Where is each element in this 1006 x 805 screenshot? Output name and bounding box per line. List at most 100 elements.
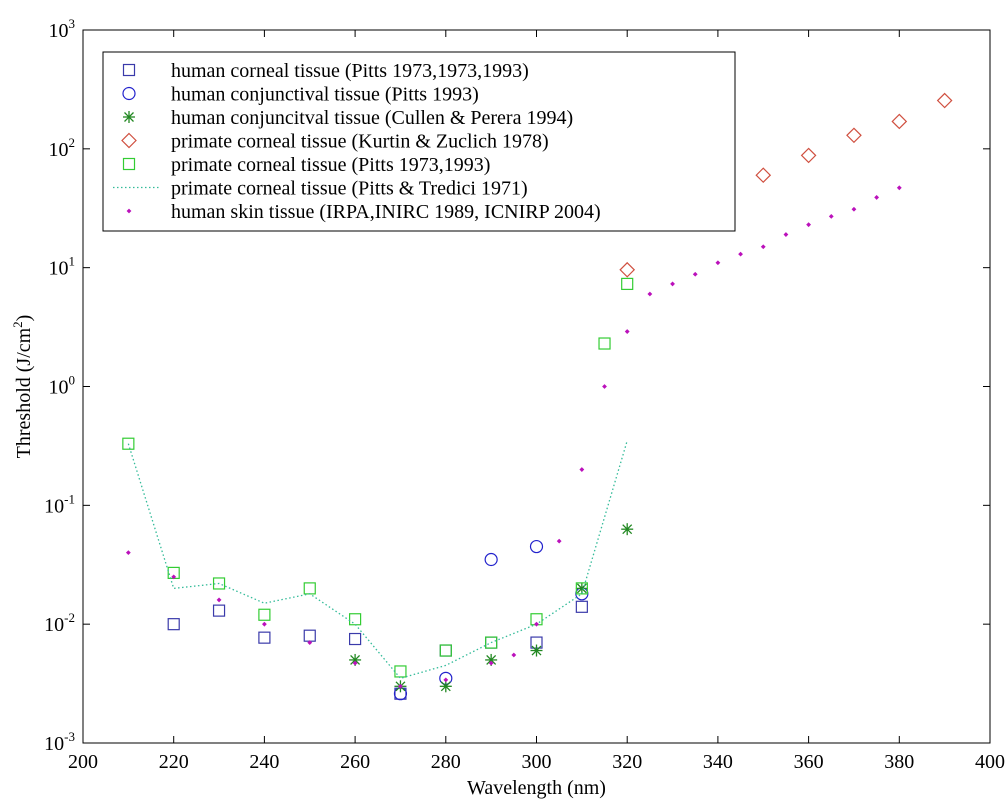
y-tick-label: 10-2 (44, 610, 75, 636)
data-point-square (598, 337, 611, 350)
data-point-square (485, 636, 498, 649)
y-tick-label: 10-1 (44, 491, 75, 517)
data-point-square (575, 582, 588, 595)
series-2 (393, 539, 589, 701)
data-point-circle (484, 552, 498, 567)
x-tick-label: 320 (612, 751, 642, 773)
data-point-square (167, 618, 180, 631)
data-point-asterisk (123, 111, 135, 123)
data-point-diamond (121, 132, 137, 149)
series-7 (125, 185, 902, 689)
data-point-square (122, 437, 135, 450)
data-point-diamond (936, 92, 953, 109)
data-point-square (258, 631, 271, 644)
data-point-dot (125, 550, 131, 556)
data-point-diamond (800, 147, 817, 164)
legend-label: human skin tissue (IRPA,INIRC 1989, ICNI… (171, 201, 601, 223)
data-point-square (575, 600, 588, 613)
legend-entry: primate corneal tissue (Pitts 1973,1993) (122, 154, 490, 176)
data-point-square (349, 613, 362, 626)
series-1 (167, 600, 588, 700)
data-point-square (303, 582, 316, 595)
data-point-dot (828, 214, 834, 219)
data-point-circle (122, 86, 136, 101)
data-point-dot (534, 621, 539, 627)
data-point-dot (896, 185, 902, 191)
data-point-dot (216, 597, 222, 603)
data-point-square (439, 644, 452, 657)
data-point-dot (692, 271, 698, 277)
data-point-circle (529, 539, 544, 554)
data-point-dot (647, 291, 653, 297)
data-point-dot (783, 232, 789, 237)
data-point-dot (624, 329, 630, 334)
legend-label: primate corneal tissue (Pitts 1973,1993) (171, 154, 490, 176)
data-point-diamond (755, 167, 772, 184)
legend-entry: human conjuncitval tissue (Cullen & Pere… (123, 107, 573, 129)
series-6 (127, 440, 628, 680)
legend-label: human conjunctival tissue (Pitts 1993) (171, 84, 479, 106)
data-point-square (258, 608, 271, 621)
data-point-asterisk (530, 644, 543, 657)
data-point-dot (670, 281, 675, 287)
y-axis-label-close: ) (13, 315, 35, 322)
data-point-square (122, 63, 136, 77)
legend-label: primate corneal tissue (Pitts & Tredici … (171, 178, 528, 200)
x-tick-label: 280 (431, 751, 461, 773)
x-tick-label: 400 (975, 751, 1005, 773)
data-point-diamond (619, 261, 636, 278)
data-point-square (303, 629, 316, 642)
y-tick-label: 100 (49, 373, 76, 399)
legend-entry: human conjunctival tissue (Pitts 1993) (122, 84, 479, 106)
data-point-dot (511, 652, 517, 658)
legend-box (102, 51, 736, 232)
data-point-dot (874, 195, 880, 200)
y-tick-label: 101 (49, 254, 76, 280)
series-4 (619, 92, 953, 278)
x-tick-label: 340 (703, 751, 733, 773)
x-tick-label: 360 (794, 751, 824, 773)
y-axis-label: Threshold (J/cm2) (10, 315, 35, 459)
x-tick-label: 220 (159, 751, 189, 773)
y-tick-label: 10-3 (44, 729, 75, 755)
x-tick-label: 200 (68, 751, 98, 773)
series-line (127, 440, 628, 680)
legend-label: human conjuncitval tissue (Cullen & Pere… (171, 107, 573, 129)
data-point-dot (806, 222, 812, 228)
data-point-square (122, 157, 136, 171)
data-point-dot (715, 260, 721, 266)
x-tick-label: 300 (522, 751, 552, 773)
legend-entry: primate corneal tissue (Pitts & Tredici … (113, 178, 528, 200)
data-point-square (394, 665, 407, 678)
x-tick-label: 240 (249, 751, 279, 773)
y-tick-label: 102 (49, 135, 76, 161)
data-point-diamond (846, 127, 862, 144)
data-point-dot (738, 251, 743, 257)
data-point-dot (851, 206, 857, 212)
data-point-square (349, 632, 362, 646)
data-point-dot (579, 467, 585, 472)
legend-entry: human skin tissue (IRPA,INIRC 1989, ICNI… (126, 201, 601, 223)
x-tick-label: 260 (340, 751, 370, 773)
x-axis-label: Wavelength (nm) (467, 777, 606, 799)
y-axis-label-sup: 2 (10, 321, 25, 328)
data-point-asterisk (621, 523, 634, 536)
legend-entry: human corneal tissue (Pitts 1973,1973,19… (122, 60, 529, 82)
data-point-square (212, 604, 226, 617)
data-point-dot (556, 538, 562, 544)
legend-label: human corneal tissue (Pitts 1973,1973,19… (171, 60, 529, 82)
data-point-dot (602, 384, 607, 389)
y-axis-label-main: Threshold (J/cm (13, 327, 35, 458)
data-point-dot (443, 677, 449, 683)
data-point-square (439, 644, 452, 657)
data-point-dot (307, 640, 313, 645)
data-point-dot (760, 244, 766, 250)
data-point-square (621, 277, 634, 291)
x-tick-label: 380 (884, 751, 914, 773)
series-3 (349, 523, 634, 693)
legend-entry: primate corneal tissue (Kurtin & Zuclich… (121, 131, 549, 153)
series-5 (122, 277, 634, 678)
y-tick-label: 103 (49, 16, 76, 42)
